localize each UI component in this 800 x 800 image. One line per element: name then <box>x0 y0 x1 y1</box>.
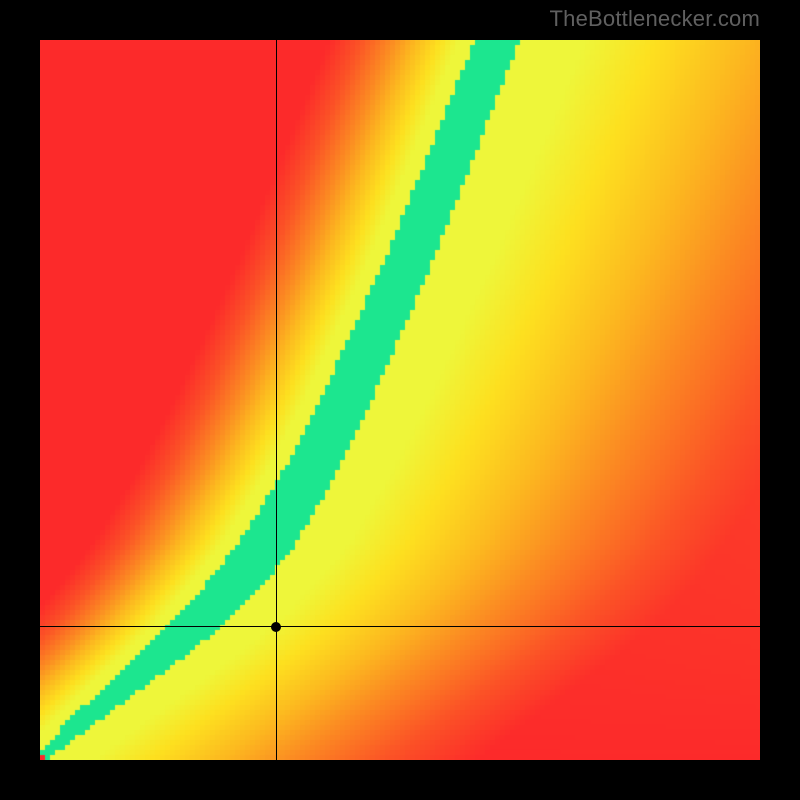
heatmap-plot <box>40 40 760 760</box>
crosshair-marker <box>271 622 281 632</box>
watermark-text: TheBottlenecker.com <box>550 6 760 32</box>
heatmap-canvas <box>40 40 760 760</box>
crosshair-horizontal <box>40 626 760 627</box>
crosshair-vertical <box>276 40 277 760</box>
